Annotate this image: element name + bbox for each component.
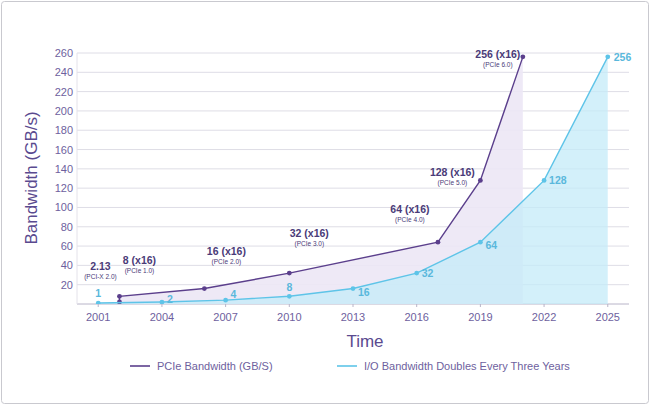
x-tick-label: 2010 xyxy=(277,311,301,323)
plot-area xyxy=(96,54,610,304)
data-label: 32 xyxy=(422,267,434,279)
x-tick xyxy=(607,304,608,307)
y-tick-label: 240 xyxy=(55,66,73,78)
x-tick-label: 2013 xyxy=(341,311,365,323)
x-tick xyxy=(289,304,290,307)
point xyxy=(287,294,292,299)
data-label: 8 (x16) xyxy=(123,254,156,266)
y-tick-label: 140 xyxy=(55,163,73,175)
point xyxy=(287,271,292,276)
point xyxy=(478,240,483,245)
point xyxy=(351,286,356,291)
grid-line xyxy=(77,53,629,54)
data-label: 4 xyxy=(231,288,237,300)
point xyxy=(117,294,122,299)
data-note: (PCIe 2.0) xyxy=(212,258,242,266)
data-note: (PCIe 4.0) xyxy=(395,216,425,224)
y-tick-label: 60 xyxy=(61,240,73,252)
legend-swatch xyxy=(130,365,150,367)
x-tick xyxy=(161,304,162,307)
point xyxy=(202,286,207,291)
y-tick-label: 260 xyxy=(55,47,73,59)
data-label: 256 (x16) xyxy=(475,48,520,60)
point xyxy=(96,301,101,304)
x-tick xyxy=(225,304,226,307)
x-tick-label: 2016 xyxy=(404,311,428,323)
data-note: (PCIe 3.0) xyxy=(294,240,324,248)
data-label: 64 xyxy=(485,239,497,251)
frame xyxy=(2,2,649,404)
x-tick-label: 2022 xyxy=(532,311,556,323)
y-axis-title: Bandwidth (GB/s) xyxy=(22,111,41,244)
data-label: 1 xyxy=(95,287,101,299)
data-label: 2.13 xyxy=(90,260,111,272)
x-tick xyxy=(98,304,99,307)
y-tick-label: 180 xyxy=(55,124,73,136)
line xyxy=(119,57,522,302)
data-note: (PCI-X 2.0) xyxy=(84,273,117,281)
legend-swatch xyxy=(337,365,357,367)
point xyxy=(542,178,547,183)
point xyxy=(605,54,610,59)
grid-line xyxy=(77,91,629,92)
data-label: 32 (x16) xyxy=(290,227,329,239)
point xyxy=(520,54,525,59)
x-tick-label: 2019 xyxy=(468,311,492,323)
x-tick xyxy=(416,304,417,307)
grid-line xyxy=(77,168,629,169)
data-note: (PCIe 5.0) xyxy=(438,179,468,187)
x-tick xyxy=(480,304,481,307)
grid-line xyxy=(77,130,629,131)
x-tick xyxy=(544,304,545,307)
data-label: 8 xyxy=(286,281,292,293)
point xyxy=(160,300,165,304)
x-tick-label: 2001 xyxy=(86,311,110,323)
grid-line xyxy=(77,110,629,111)
legend-label: I/O Bandwidth Doubles Every Three Years xyxy=(364,360,570,372)
y-tick-label: 120 xyxy=(55,182,73,194)
point xyxy=(478,178,483,183)
data-label: 16 (x16) xyxy=(207,245,246,257)
line xyxy=(98,57,608,303)
data-label: 2 xyxy=(167,293,173,305)
area xyxy=(98,57,608,304)
data-label: 128 (x16) xyxy=(430,166,475,178)
y-tick-label: 160 xyxy=(55,144,73,156)
y-axis-line xyxy=(77,53,78,304)
x-axis-title: Time xyxy=(346,332,383,351)
y-tick-label: 100 xyxy=(55,201,73,213)
data-label: 64 (x16) xyxy=(390,203,429,215)
y-tick-label: 200 xyxy=(55,105,73,117)
grid-line xyxy=(77,149,629,150)
data-note: (PCIe 6.0) xyxy=(483,61,513,69)
x-tick-label: 2025 xyxy=(596,311,620,323)
data-label: 16 xyxy=(358,286,370,298)
y-tick-label: 40 xyxy=(61,259,73,271)
y-tick-label: 80 xyxy=(61,221,73,233)
point xyxy=(436,240,441,245)
data-note: (PCIe 1.0) xyxy=(125,267,155,275)
data-label: 128 xyxy=(549,174,567,186)
legend-label: PCIe Bandwidth (GB/S) xyxy=(157,360,273,372)
grid-line xyxy=(77,72,629,73)
x-tick-label: 2007 xyxy=(213,311,237,323)
x-tick xyxy=(353,304,354,307)
point xyxy=(414,271,419,276)
y-tick-label: 20 xyxy=(61,279,73,291)
data-label: 256 xyxy=(614,51,632,63)
x-tick-label: 2004 xyxy=(150,311,174,323)
point xyxy=(223,298,228,303)
y-tick-label: 220 xyxy=(55,86,73,98)
